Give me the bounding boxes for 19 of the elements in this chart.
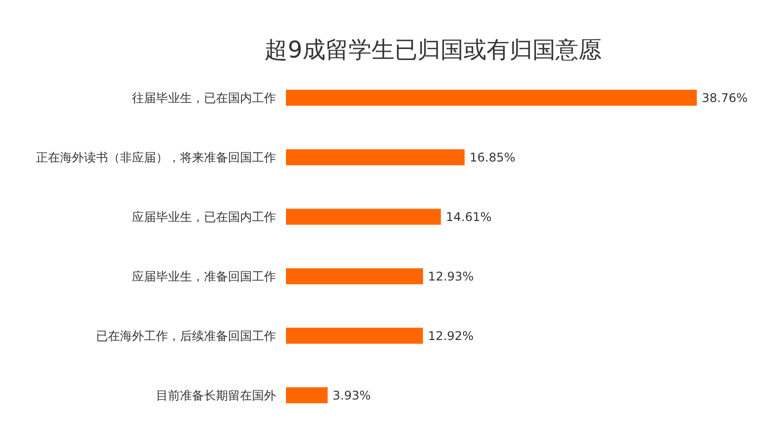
bar — [286, 328, 423, 344]
y-tick-label: 应届毕业生，准备回国工作 — [132, 269, 276, 284]
bar — [286, 149, 465, 166]
bar — [286, 208, 441, 225]
y-tick-label: 往届毕业生，已在国内工作 — [132, 90, 276, 105]
data-label: 16.85% — [470, 150, 516, 164]
bar — [286, 387, 328, 404]
y-tick-label: 已在海外工作，后续准备回国工作 — [96, 328, 276, 343]
y-tick-label: 正在海外读书（非应届），将来准备回国工作 — [36, 150, 276, 164]
data-label: 38.76% — [702, 90, 748, 105]
data-label: 3.93% — [332, 388, 371, 402]
data-label: 14.61% — [446, 210, 492, 224]
y-tick-label: 目前准备长期留在国外 — [156, 388, 276, 402]
chart-title: 超9成留学生已归国或有归国意愿 — [264, 38, 602, 64]
data-label: 12.92% — [428, 328, 474, 343]
data-label: 12.93% — [428, 269, 474, 284]
bar — [286, 268, 424, 284]
bar — [286, 90, 697, 106]
y-tick-label: 应届毕业生，已在国内工作 — [132, 210, 276, 224]
